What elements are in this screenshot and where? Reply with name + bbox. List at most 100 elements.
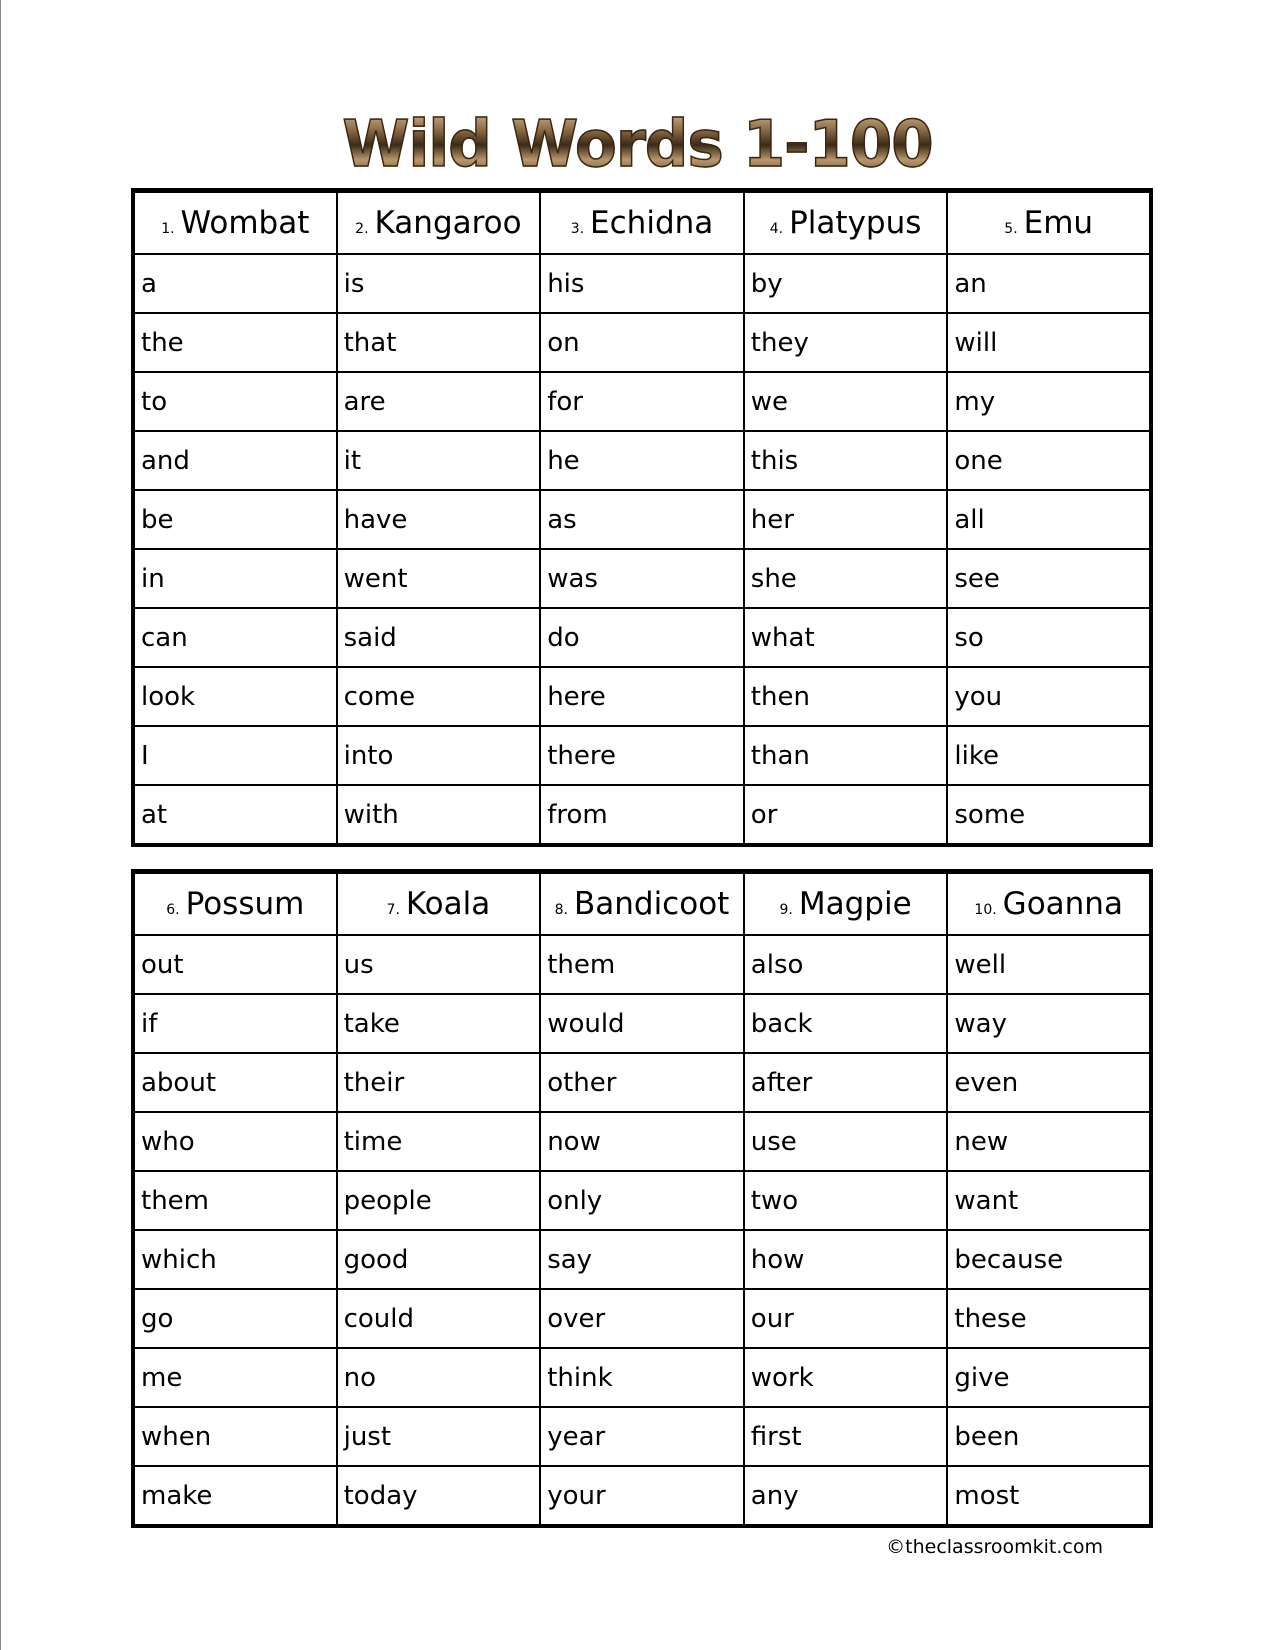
column-header: 8. Bandicoot: [539, 869, 745, 936]
column-name: Wombat: [180, 205, 310, 241]
column-number: 10.: [974, 902, 997, 918]
word-cell: about: [132, 1052, 338, 1113]
column-header: 7. Koala: [335, 869, 542, 936]
table-row: to are for we my: [132, 371, 1152, 432]
word-cell: said: [335, 607, 542, 668]
word-cell: some: [946, 784, 1152, 846]
header-row: 1. Wombat 2. Kangaroo 3. Echidna 4. Platypus 5. E…: [132, 188, 1152, 255]
word-table-1: 1. Wombat 2. Kangaroo 3. Echidna 4. Platypus 5. E…: [131, 188, 1153, 847]
table-row: at with from or some: [132, 784, 1152, 846]
word-cell: take: [335, 993, 542, 1054]
word-cell: want: [946, 1170, 1152, 1231]
word-cell: one: [946, 430, 1152, 491]
word-cell: come: [335, 666, 542, 727]
column-name: Kangaroo: [374, 205, 522, 241]
table-row: be have as her all: [132, 489, 1152, 550]
word-table-2: 6. Possum 7. Koala 8. Bandicoot 9. Magpie 10. Goa…: [131, 869, 1153, 1528]
table-row: about their other after even: [132, 1052, 1152, 1113]
header-row: 6. Possum 7. Koala 8. Bandicoot 9. Magpie 10. Goa…: [132, 869, 1152, 936]
table-row: can said do what so: [132, 607, 1152, 668]
column-header: 4. Platypus: [742, 188, 949, 255]
column-name: Possum: [185, 886, 305, 922]
word-cell: year: [539, 1406, 745, 1467]
page-title: Wild Words 1-100: [32, 107, 1243, 183]
word-cell: at: [132, 784, 338, 846]
word-cell: there: [539, 725, 745, 786]
column-number: 4.: [769, 221, 784, 237]
table-row: them people only two want: [132, 1170, 1152, 1231]
word-cell: would: [539, 993, 745, 1054]
word-cell: this: [742, 430, 949, 491]
word-cell: people: [335, 1170, 542, 1231]
word-cell: now: [539, 1111, 745, 1172]
column-name: Emu: [1023, 205, 1094, 241]
word-cell: us: [335, 934, 542, 995]
word-cell: than: [742, 725, 949, 786]
column-name: Bandicoot: [573, 886, 730, 922]
word-cell: other: [539, 1052, 745, 1113]
word-cell: for: [539, 371, 745, 432]
word-cell: these: [946, 1288, 1152, 1349]
word-cell: as: [539, 489, 745, 550]
column-number: 2.: [355, 221, 369, 237]
word-cell: our: [742, 1288, 949, 1349]
word-cell: like: [946, 725, 1152, 786]
column-header: 9. Magpie: [742, 869, 949, 936]
column-number: 5.: [1004, 221, 1018, 237]
word-cell: could: [335, 1288, 542, 1349]
word-cell: do: [539, 607, 745, 668]
word-cell: their: [335, 1052, 542, 1113]
word-cell: you: [946, 666, 1152, 727]
column-header: 1. Wombat: [132, 188, 338, 255]
word-cell: give: [946, 1347, 1152, 1408]
word-cell: so: [946, 607, 1152, 668]
column-header: 3. Echidna: [539, 188, 745, 255]
column-number: 6.: [166, 902, 180, 918]
column-number: 3.: [570, 221, 585, 237]
word-cell: it: [335, 430, 542, 491]
word-cell: most: [946, 1465, 1152, 1527]
word-cell: because: [946, 1229, 1152, 1290]
column-name: Goanna: [1002, 886, 1123, 922]
table-row: in went was she see: [132, 548, 1152, 609]
word-cell: my: [946, 371, 1152, 432]
word-cell: over: [539, 1288, 745, 1349]
word-cell: all: [946, 489, 1152, 550]
table-row: out us them also well: [132, 934, 1152, 995]
column-name: Magpie: [798, 886, 912, 922]
word-cell: was: [539, 548, 745, 609]
word-cell: in: [132, 548, 338, 609]
word-cell: an: [946, 253, 1152, 314]
word-cell: time: [335, 1111, 542, 1172]
word-cell: only: [539, 1170, 745, 1231]
table-row: if take would back way: [132, 993, 1152, 1054]
page-edge: [0, 0, 1, 1650]
word-cell: we: [742, 371, 949, 432]
column-name: Echidna: [590, 205, 714, 241]
word-cell: after: [742, 1052, 949, 1113]
column-number: 8.: [554, 902, 568, 918]
table-row: look come here then you: [132, 666, 1152, 727]
table-row: the that on they will: [132, 312, 1152, 373]
table-row: when just year first been: [132, 1406, 1152, 1467]
word-cell: which: [132, 1229, 338, 1290]
word-cell: went: [335, 548, 542, 609]
column-header: 6. Possum: [132, 869, 338, 936]
word-cell: his: [539, 253, 745, 314]
word-cell: they: [742, 312, 949, 373]
word-cell: see: [946, 548, 1152, 609]
word-cell: out: [132, 934, 338, 995]
table-row: a is his by an: [132, 253, 1152, 314]
word-cell: here: [539, 666, 745, 727]
word-cell: today: [335, 1465, 542, 1527]
word-cell: and: [132, 430, 338, 491]
table-row: go could over our these: [132, 1288, 1152, 1349]
word-cell: two: [742, 1170, 949, 1231]
word-cell: will: [946, 312, 1152, 373]
word-cell: he: [539, 430, 745, 491]
column-name: Koala: [405, 886, 491, 922]
word-cell: to: [132, 371, 338, 432]
word-cell: good: [335, 1229, 542, 1290]
word-cell: I: [132, 725, 338, 786]
word-cell: even: [946, 1052, 1152, 1113]
